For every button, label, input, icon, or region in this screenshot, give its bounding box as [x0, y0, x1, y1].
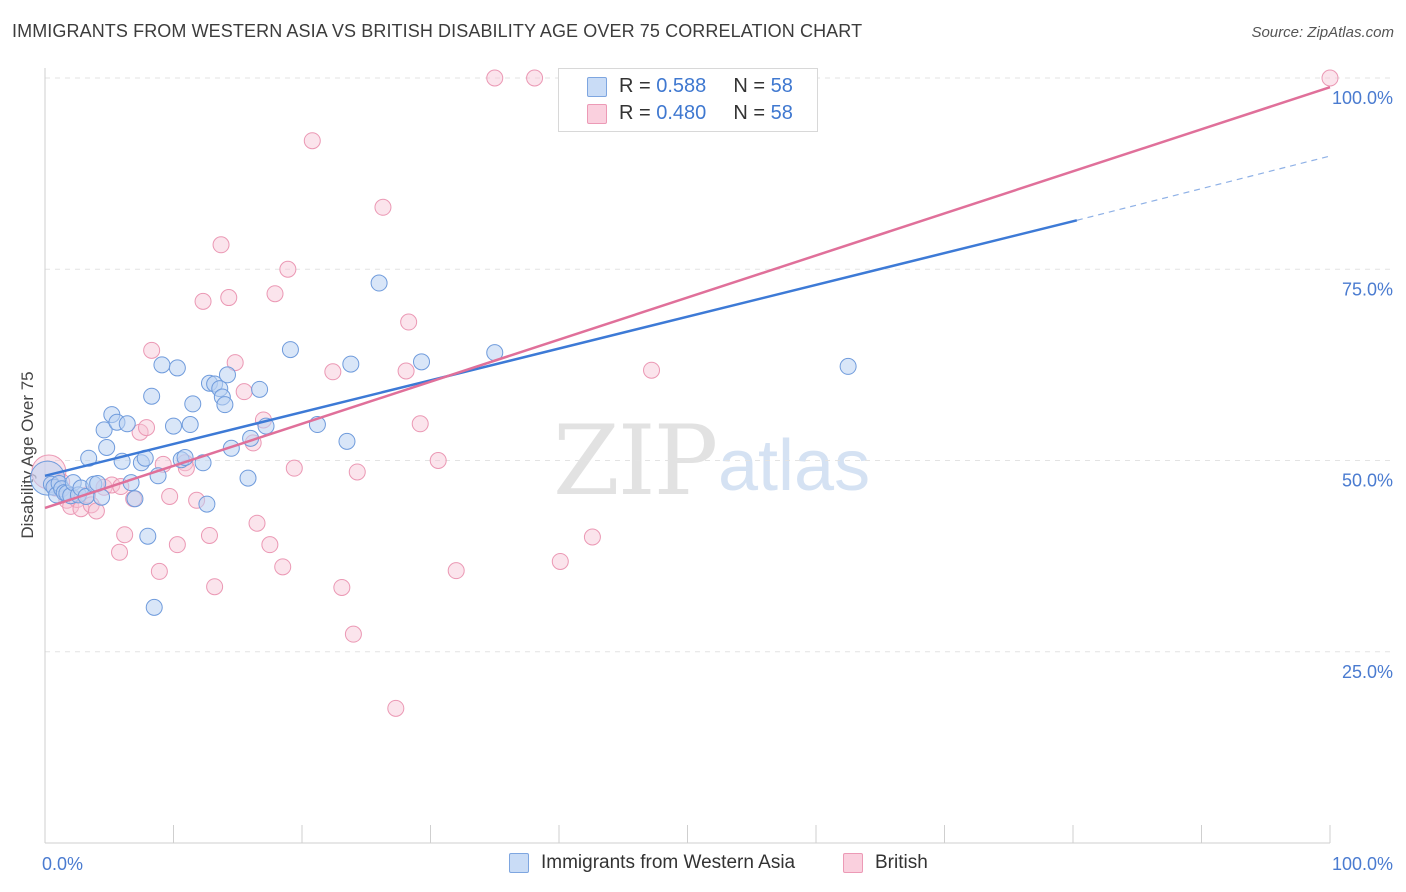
point-british: [161, 487, 179, 505]
axes: [44, 68, 1331, 844]
point-british: [150, 562, 168, 580]
point-british: [397, 362, 415, 380]
point-british: [400, 313, 418, 331]
point-british: [344, 625, 362, 643]
x-tick-label-min: 0.0%: [42, 854, 83, 874]
point-british: [274, 558, 292, 576]
point-british: [212, 236, 230, 254]
point-western-asia: [251, 380, 269, 398]
y-tick-label: 50.0%: [1342, 471, 1393, 491]
point-western-asia: [338, 432, 356, 450]
legend-n-value-blue: 58: [770, 74, 793, 97]
legend-r-value-pink: 0.480: [656, 101, 707, 124]
point-british: [261, 536, 279, 554]
legend-n-label: N =: [733, 101, 766, 124]
point-western-asia: [839, 357, 857, 375]
trend-extension-western-asia: [1076, 155, 1331, 221]
point-western-asia: [165, 417, 182, 435]
point-british: [220, 289, 238, 307]
bottom-swatch-blue: [509, 853, 529, 873]
y-tick-label: 100.0%: [1332, 88, 1393, 108]
point-western-asia: [370, 274, 388, 292]
point-british: [143, 341, 161, 359]
watermark-atlas: atlas: [718, 426, 871, 506]
point-western-asia: [413, 353, 431, 371]
point-western-asia: [281, 341, 299, 359]
point-western-asia: [239, 469, 257, 487]
point-british: [200, 526, 218, 544]
western-asia-points: [30, 274, 857, 616]
point-british: [551, 552, 569, 570]
y-tick-label: 75.0%: [1342, 279, 1393, 299]
point-british: [1321, 69, 1339, 87]
point-western-asia: [143, 387, 161, 405]
point-western-asia: [98, 438, 116, 456]
point-western-asia: [181, 416, 199, 434]
tick-labels: 25.0% 50.0% 75.0% 100.0% 0.0% 100.0%: [42, 88, 1393, 874]
point-british: [526, 69, 544, 87]
point-western-asia: [95, 421, 113, 439]
point-british: [138, 419, 156, 437]
legend-r-label: R =: [619, 101, 651, 124]
point-british: [429, 452, 447, 469]
legend-swatch-pink: [587, 104, 607, 124]
point-british: [486, 69, 504, 87]
chart-title: IMMIGRANTS FROM WESTERN ASIA VS BRITISH …: [12, 21, 863, 41]
point-western-asia: [153, 356, 171, 374]
point-british: [303, 132, 321, 150]
bottom-swatch-pink: [843, 853, 863, 873]
point-british: [324, 363, 342, 381]
trend-line-western-asia: [44, 219, 1078, 478]
trend-lines: [44, 85, 1331, 510]
point-british: [248, 514, 266, 532]
point-western-asia: [184, 395, 202, 413]
point-british: [206, 578, 224, 596]
point-western-asia: [139, 527, 157, 545]
point-british: [111, 543, 129, 561]
point-british: [411, 415, 429, 433]
point-british: [168, 536, 186, 554]
point-western-asia: [168, 359, 186, 377]
point-british: [348, 463, 366, 481]
point-british: [226, 354, 244, 372]
point-western-asia: [126, 490, 144, 508]
point-british: [583, 528, 601, 546]
legend-n-value-pink: 58: [770, 101, 793, 124]
point-british: [447, 562, 465, 580]
point-western-asia: [342, 355, 360, 373]
point-western-asia: [145, 598, 163, 616]
legend-swatch-blue: [587, 77, 607, 97]
point-western-asia: [198, 495, 216, 513]
point-western-asia: [118, 415, 136, 433]
x-tick-label-max: 100.0%: [1332, 854, 1393, 874]
bottom-legend-pink: British: [843, 852, 928, 874]
point-british: [194, 292, 212, 310]
source-label: Source: ZipAtlas.com: [1251, 24, 1394, 41]
legend-r-value-blue: 0.588: [656, 74, 707, 97]
grid-lines: [45, 77, 1390, 653]
point-british: [116, 526, 134, 544]
point-british: [279, 260, 297, 278]
point-british: [266, 285, 284, 303]
point-british: [235, 383, 253, 401]
legend-r-label: R =: [619, 74, 651, 97]
legend-row-blue: R = 0.588 N = 58: [619, 73, 793, 99]
trend-line-british: [44, 85, 1331, 510]
point-british: [333, 578, 351, 596]
legend-row-pink: R = 0.480 N = 58: [619, 100, 793, 126]
legend-n-label: N =: [733, 74, 766, 97]
point-british: [285, 459, 303, 477]
point-western-asia: [216, 396, 234, 414]
point-british: [374, 198, 392, 216]
bottom-legend-blue: Immigrants from Western Asia: [509, 852, 795, 874]
point-british: [643, 361, 661, 379]
point-british: [387, 699, 405, 717]
y-tick-label: 25.0%: [1342, 662, 1393, 682]
correlation-legend: R = 0.588 N = 58 R = 0.480 N = 58: [558, 68, 818, 132]
bottom-legend-label-pink: British: [875, 852, 928, 873]
point-western-asia: [218, 366, 236, 384]
bottom-legend-label-blue: Immigrants from Western Asia: [541, 852, 796, 873]
